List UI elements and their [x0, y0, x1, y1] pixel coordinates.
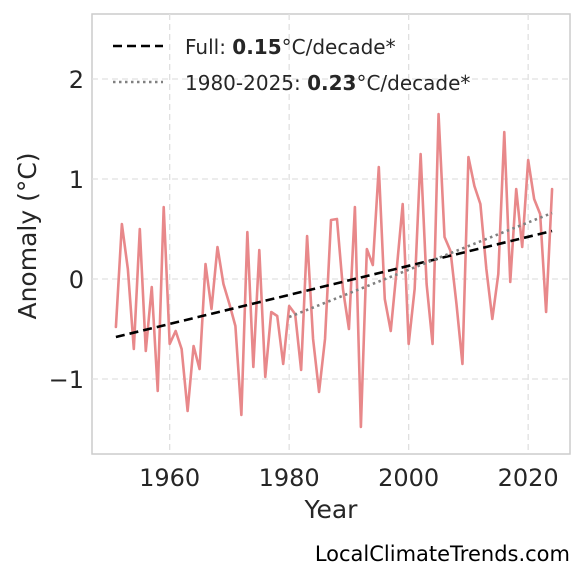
x-tick-labels: 1960 1980 2000 2020 [139, 464, 559, 492]
x-tick-label: 1960 [139, 464, 200, 492]
y-tick-label: −1 [49, 366, 84, 394]
full-trend-line [115, 229, 553, 339]
legend-full-unit: °C/decade* [282, 35, 396, 59]
y-tick-labels: −1 0 1 2 [49, 66, 84, 394]
legend-recent-label: 1980-2025: [185, 71, 307, 95]
y-tick-label: 0 [69, 266, 84, 294]
anomaly-series-line [114, 112, 554, 429]
legend-full-label: Full: [185, 35, 232, 59]
credit-text: LocalClimateTrends.com [315, 542, 570, 566]
x-tick-label: 1980 [259, 464, 320, 492]
legend: Full: 0.15°C/decade* 1980-2025: 0.23°C/d… [113, 35, 470, 95]
recent-trend-line [288, 211, 553, 319]
legend-recent-unit: °C/decade* [356, 71, 470, 95]
grid [92, 14, 570, 454]
y-tick-label: 1 [69, 166, 84, 194]
y-axis-title: Anomaly (°C) [13, 152, 42, 319]
y-tick-label: 2 [69, 66, 84, 94]
x-tick-label: 2000 [378, 464, 439, 492]
legend-full-entry: Full: 0.15°C/decade* [185, 35, 396, 59]
legend-recent-rate: 0.23 [307, 71, 356, 95]
series-layer [114, 112, 554, 429]
x-axis-title: Year [304, 495, 359, 524]
legend-full-rate: 0.15 [232, 35, 281, 59]
x-tick-label: 2020 [498, 464, 559, 492]
legend-recent-entry: 1980-2025: 0.23°C/decade* [185, 71, 470, 95]
